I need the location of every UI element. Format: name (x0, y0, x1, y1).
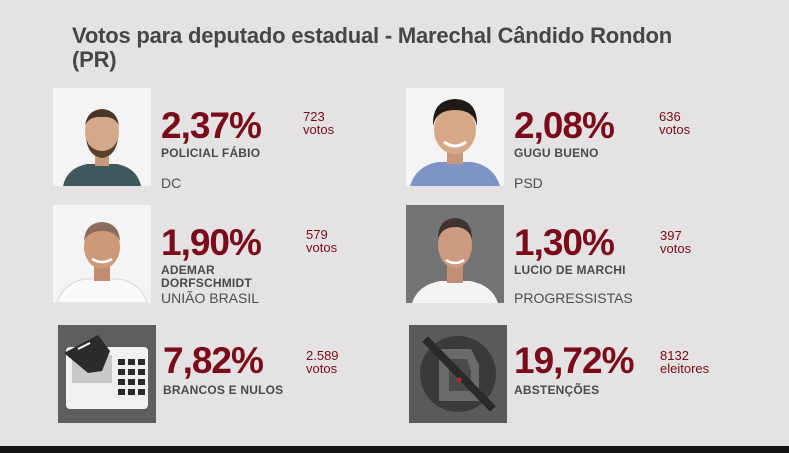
vote-unit: votos (659, 122, 691, 137)
candidate-photo (406, 205, 504, 303)
vote-count: 636 (659, 109, 681, 124)
vote-unit: votos (303, 122, 335, 137)
vote-count: 2.589 (306, 348, 339, 363)
percentage: 7,82% (163, 340, 264, 381)
percentage: 19,72% (514, 340, 634, 381)
party-name: PSD (514, 175, 543, 191)
abstention-icon (409, 325, 507, 423)
page-title: Votos para deputado estadual - Marechal … (72, 23, 672, 72)
party-name: UNIÃO BRASIL (161, 290, 260, 306)
bottom-bar (0, 446, 789, 453)
vote-count: 397 (660, 228, 682, 243)
percentage: 2,37% (161, 105, 262, 146)
candidate-photo (53, 205, 151, 303)
vote-count: 579 (306, 227, 328, 242)
candidate-name-line-1: ADEMAR (161, 263, 215, 277)
category-label: BRANCOS E NULOS (163, 383, 284, 397)
candidate-name: LUCIO DE MARCHI (514, 263, 626, 277)
voting-machine-icon (58, 325, 156, 423)
percentage: 2,08% (514, 105, 615, 146)
candidate-photo (53, 88, 151, 186)
candidate-name-line-2: DORFSCHMIDT (161, 276, 252, 290)
category-label: ABSTENÇÕES (514, 383, 600, 397)
voter-unit: eleitores (660, 361, 710, 376)
vote-unit: votos (306, 361, 338, 376)
candidate-name: POLICIAL FÁBIO (161, 146, 261, 160)
percentage: 1,90% (161, 222, 262, 263)
party-name: DC (161, 175, 182, 191)
vote-count: 723 (303, 109, 325, 124)
candidate-photo (406, 88, 504, 186)
candidate-name: GUGU BUENO (514, 146, 599, 160)
vote-unit: votos (660, 241, 692, 256)
vote-unit: votos (306, 240, 338, 255)
party-name: PROGRESSISTAS (514, 290, 633, 306)
voter-count: 8132 (660, 348, 689, 363)
percentage: 1,30% (514, 222, 615, 263)
